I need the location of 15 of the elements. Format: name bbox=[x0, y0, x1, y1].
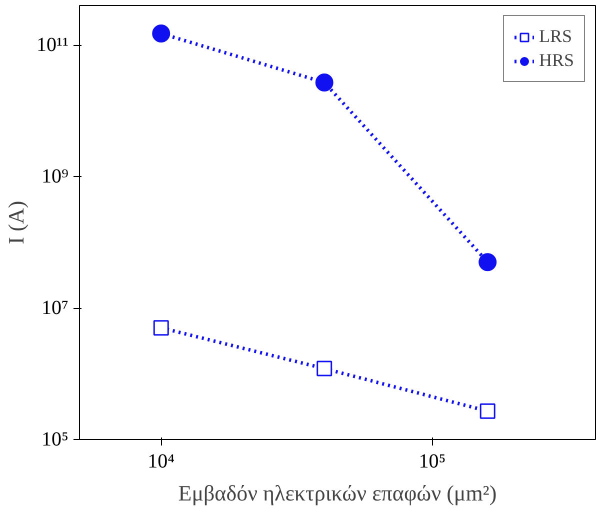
y-tick-label: 10¹¹ bbox=[36, 34, 69, 56]
point bbox=[153, 320, 169, 336]
point bbox=[480, 403, 496, 419]
y-tick-label: 10⁷ bbox=[42, 297, 69, 320]
legend-label: HRS bbox=[538, 50, 574, 71]
point bbox=[478, 253, 497, 272]
x-axis-title: Εμβαδόν ηλεκτρικών επαφών (μm²) bbox=[178, 480, 497, 506]
point bbox=[152, 24, 170, 42]
point bbox=[316, 360, 332, 376]
point bbox=[315, 73, 334, 92]
y-axis-title: I (A) bbox=[4, 200, 29, 244]
y-tick-label: 10⁹ bbox=[42, 166, 69, 188]
legend-label: LRS bbox=[538, 26, 572, 47]
x-tick-label: 10⁴ bbox=[148, 450, 175, 472]
y-tick-label: 10⁵ bbox=[42, 428, 69, 450]
